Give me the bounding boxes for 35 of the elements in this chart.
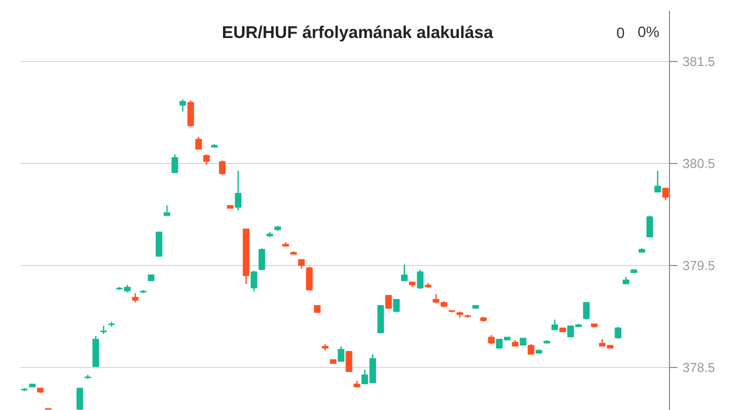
candlestick	[298, 258, 305, 270]
y-tick-label: 380.5	[682, 156, 716, 172]
annotation: 0	[616, 25, 625, 42]
candlestick	[662, 187, 669, 201]
candlestick	[132, 292, 139, 303]
candlestick	[258, 248, 266, 270]
text: EUR/HUF árfolyamának alakulása	[222, 23, 494, 42]
candlestick	[172, 154, 178, 174]
candlestick	[195, 136, 202, 150]
candlestick	[583, 302, 590, 320]
candlestick	[179, 98, 186, 112]
annotation: 0%	[638, 24, 660, 41]
candlestick	[551, 319, 558, 331]
y-tick-label: 379.5	[682, 258, 716, 274]
candlestick	[614, 326, 622, 339]
candlestick	[528, 344, 534, 356]
candlestick	[416, 269, 424, 290]
candlestick	[203, 154, 210, 166]
candlestick	[646, 214, 654, 238]
candlestick	[401, 264, 408, 282]
candlestick	[393, 298, 400, 314]
candlestick	[234, 170, 242, 212]
candlestick	[338, 346, 344, 362]
candlestick	[76, 387, 84, 410]
candlestick	[654, 170, 661, 193]
candlestick	[306, 266, 313, 291]
candlestick	[346, 350, 352, 372]
y-tick-label: 378.5	[682, 360, 716, 376]
candlestick	[488, 334, 495, 345]
candlestick	[164, 204, 170, 216]
candlestick	[385, 294, 392, 310]
y-tick-label: 381.5	[682, 54, 716, 70]
candlestick	[219, 160, 226, 176]
candlestick	[250, 270, 258, 292]
candlestick	[187, 100, 194, 128]
